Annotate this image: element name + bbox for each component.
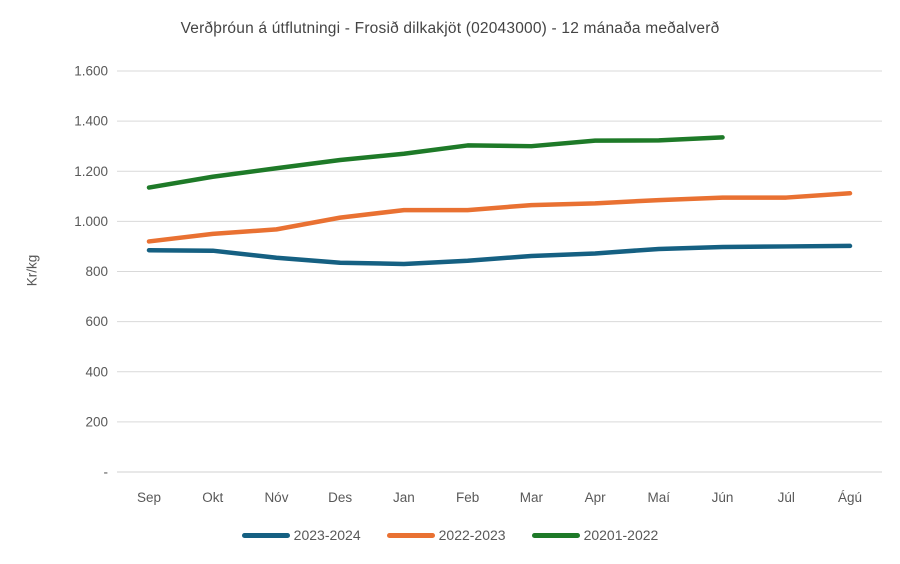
y-tick-label: 400 xyxy=(85,364,108,379)
legend-label: 2022-2023 xyxy=(438,527,506,543)
legend-item-2022-2023: 2022-2023 xyxy=(386,527,506,543)
legend-item-2023-2024: 2023-2024 xyxy=(241,527,361,543)
legend-label: 2023-2024 xyxy=(293,527,361,543)
x-tick-label: Júl xyxy=(778,490,795,505)
legend-item-20201-2022: 20201-2022 xyxy=(531,527,659,543)
x-tick-label: Apr xyxy=(585,490,607,505)
chart-title: Verðþróun á útflutningi - Frosið dilkakj… xyxy=(180,20,720,37)
legend: 2023-2024 2022-2023 20201-2022 xyxy=(0,527,900,543)
x-tick-label: Des xyxy=(328,490,352,505)
y-tick-label: - xyxy=(104,465,109,480)
y-tick-label: 1.400 xyxy=(74,114,108,129)
series-line-2022-2023 xyxy=(146,191,853,244)
x-tick-label: Sep xyxy=(137,490,161,505)
x-tick-label: Nóv xyxy=(264,490,288,505)
x-tick-label: Mar xyxy=(520,490,544,505)
series-line-20201-2022 xyxy=(146,135,725,190)
legend-marker-icon xyxy=(241,532,290,538)
legend-marker-icon xyxy=(386,532,435,538)
y-tick-label: 1.600 xyxy=(74,64,108,79)
y-tick-label: 1.200 xyxy=(74,164,108,179)
legend-marker-icon xyxy=(531,532,580,538)
y-tick-label: 800 xyxy=(85,264,108,279)
y-tick-label: 600 xyxy=(85,314,108,329)
y-tick-label: 200 xyxy=(85,414,108,429)
x-tick-label: Ágú xyxy=(838,490,862,505)
x-tick-label: Jan xyxy=(393,490,415,505)
x-tick-label: Jún xyxy=(712,490,734,505)
series-line-2023-2024 xyxy=(146,243,853,267)
x-tick-label: Feb xyxy=(456,490,479,505)
x-tick-label: Okt xyxy=(202,490,223,505)
x-tick-label: Maí xyxy=(648,490,671,505)
legend-label: 20201-2022 xyxy=(583,527,659,543)
y-tick-label: 1.000 xyxy=(74,214,108,229)
plot-area: - 200 400 600 800 1.000 1.200 1.400 1.600 Sep Okt N… xyxy=(74,64,882,505)
